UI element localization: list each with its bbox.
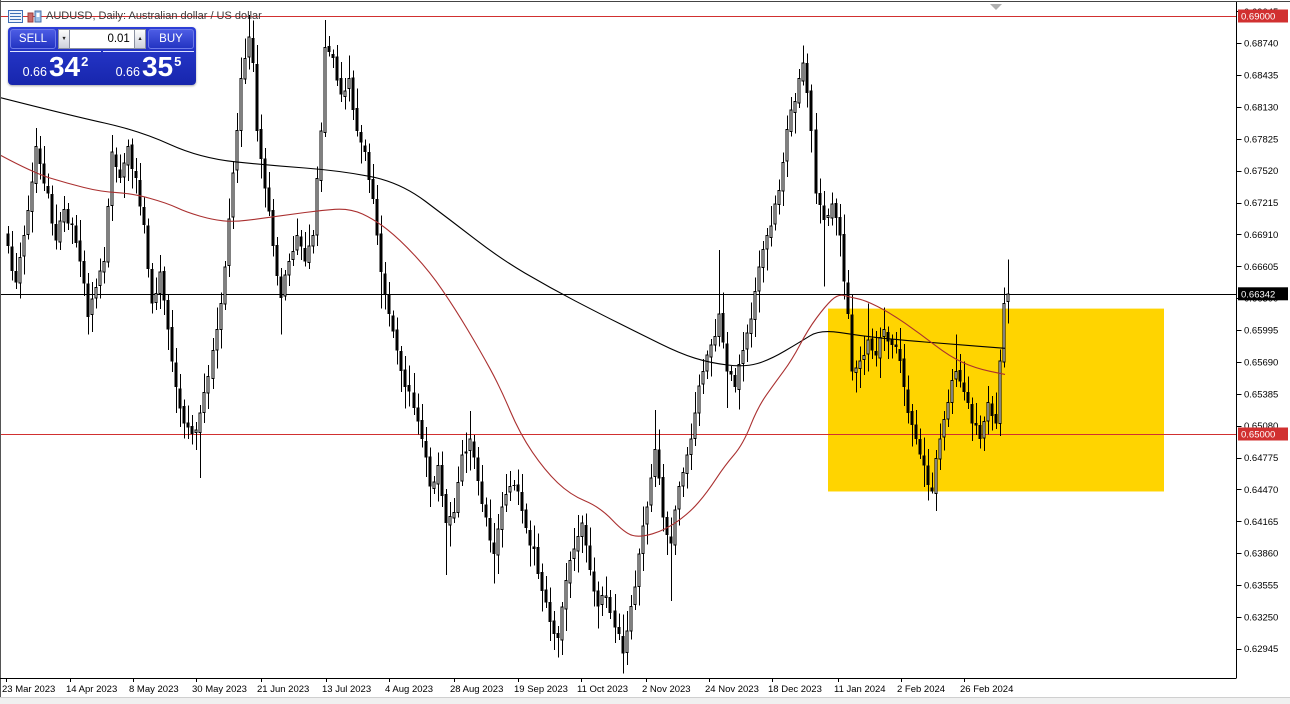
date-tick-label: 14 Apr 2023 — [66, 684, 117, 695]
volume-stepper: ▼ ▲ — [58, 29, 146, 49]
price-tick-label: 0.67520 — [1244, 166, 1278, 177]
buy-price-big: 35 — [141, 51, 174, 82]
date-tick-label: 30 May 2023 — [192, 684, 247, 695]
sell-price-big: 34 — [48, 51, 81, 82]
sell-price-prefix: 0.66 — [22, 65, 47, 79]
sell-button[interactable]: SELL — [10, 29, 56, 49]
sell-price-display[interactable]: 0.66 34 2 — [10, 51, 101, 83]
date-tick-label: 18 Dec 2023 — [768, 684, 822, 695]
sell-price-sup: 2 — [81, 54, 89, 69]
price-tick-label: 0.68435 — [1244, 71, 1278, 82]
buy-button[interactable]: BUY — [148, 29, 194, 49]
price-tick-label: 0.64165 — [1244, 517, 1278, 528]
price-tick-label: 0.64775 — [1244, 453, 1278, 464]
price-badge — [1238, 427, 1288, 441]
date-tick-label: 19 Sep 2023 — [514, 684, 568, 695]
price-tick-label: 0.63250 — [1244, 612, 1278, 623]
date-tick-label: 8 May 2023 — [129, 684, 179, 695]
volume-decrease-button[interactable]: ▼ — [58, 29, 71, 49]
price-badge-label: 0.66342 — [1241, 289, 1275, 300]
ma-fast-red[interactable] — [0, 154, 1006, 537]
price-tick-label: 0.67215 — [1244, 198, 1278, 209]
date-tick-label: 23 Mar 2023 — [2, 684, 55, 695]
time-axis[interactable]: 23 Mar 2023 14 Apr 2023 8 May 2023 30 May 2… — [2, 679, 1013, 695]
chart-title: AUDUSD, Daily: Australian dollar / US do… — [46, 10, 262, 22]
triangle-up-icon: ▲ — [137, 36, 143, 42]
price-tick-label: 0.66910 — [1244, 230, 1278, 241]
price-badge-label: 0.69000 — [1241, 12, 1275, 23]
date-tick-label: 2 Feb 2024 — [897, 684, 945, 695]
chart-shift-marker-icon[interactable] — [990, 4, 1002, 10]
date-tick-label: 2 Nov 2023 — [642, 684, 691, 695]
price-axis[interactable]: 0.690450.687400.684350.681300.678250.675… — [1237, 7, 1288, 655]
date-tick-label: 26 Feb 2024 — [960, 684, 1013, 695]
price-tick-label: 0.67825 — [1244, 134, 1278, 145]
date-tick-label: 28 Aug 2023 — [450, 684, 503, 695]
one-click-trading-icon[interactable] — [27, 10, 42, 23]
price-badge-label: 0.65000 — [1241, 430, 1275, 441]
market-watch-icon[interactable] — [8, 9, 23, 23]
price-tick-label: 0.65080 — [1244, 421, 1278, 432]
price-tick-label: 0.68740 — [1244, 39, 1278, 50]
price-badge — [1238, 9, 1288, 23]
price-tick-label: 0.68130 — [1244, 102, 1278, 113]
ma-slow-black[interactable] — [0, 96, 1006, 367]
volume-increase-button[interactable]: ▲ — [133, 29, 146, 49]
price-tick-label: 0.65690 — [1244, 357, 1278, 368]
price-tick-label: 0.66605 — [1244, 262, 1278, 273]
date-tick-label: 4 Aug 2023 — [385, 684, 433, 695]
date-tick-label: 11 Oct 2023 — [577, 684, 628, 695]
one-click-trading-panel: SELL ▼ ▲ BUY 0.66 34 2 0.66 35 5 — [8, 27, 196, 85]
buy-price-prefix: 0.66 — [115, 65, 140, 79]
price-tick-label: 0.65995 — [1244, 326, 1278, 337]
level-lines — [0, 16, 1237, 435]
volume-input[interactable] — [70, 29, 134, 49]
date-tick-label: 24 Nov 2023 — [705, 684, 759, 695]
price-tick-label: 0.65385 — [1244, 389, 1278, 400]
date-tick-label: 11 Jan 2024 — [834, 684, 886, 695]
date-tick-label: 21 Jun 2023 — [257, 684, 309, 695]
candles — [6, 14, 1010, 674]
price-badge — [1238, 287, 1288, 301]
buy-price-sup: 5 — [174, 54, 182, 69]
price-tick-label: 0.64470 — [1244, 485, 1278, 496]
chart-header: AUDUSD, Daily: Australian dollar / US do… — [8, 7, 262, 25]
buy-price-display[interactable]: 0.66 35 5 — [103, 51, 194, 83]
triangle-down-icon: ▼ — [61, 36, 67, 42]
price-tick-label: 0.63860 — [1244, 549, 1278, 560]
price-tick-label: 0.62945 — [1244, 644, 1278, 655]
date-tick-label: 13 Jul 2023 — [322, 684, 371, 695]
price-tick-label: 0.63555 — [1244, 581, 1278, 592]
